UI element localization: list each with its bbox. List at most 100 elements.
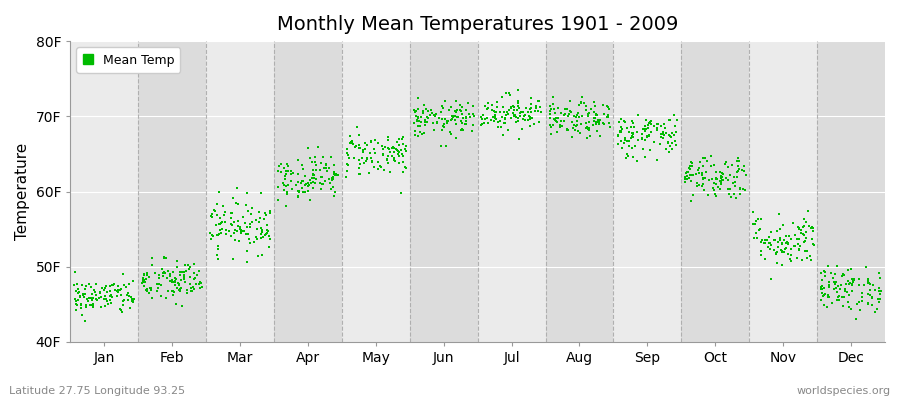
Point: [556, 112, 571, 118]
Point: [832, 294, 846, 300]
Point: [454, 127, 469, 134]
Point: [215, 226, 230, 232]
Point: [312, 180, 327, 186]
Point: [518, 112, 532, 118]
Point: [294, 162, 309, 168]
Point: [679, 170, 693, 177]
Point: [455, 115, 470, 121]
Point: [659, 130, 673, 136]
Point: [523, 122, 537, 129]
Point: [279, 203, 293, 210]
Point: [306, 171, 320, 178]
Point: [174, 285, 188, 292]
Point: [798, 238, 813, 244]
Point: [662, 149, 676, 156]
Point: [860, 291, 875, 298]
Point: [530, 98, 544, 105]
Point: [775, 239, 789, 246]
Point: [863, 281, 878, 288]
Point: [185, 284, 200, 290]
Point: [821, 292, 835, 298]
Point: [292, 194, 306, 200]
Point: [210, 201, 224, 207]
Point: [692, 164, 706, 171]
Point: [620, 138, 634, 144]
Point: [615, 126, 629, 132]
Point: [697, 187, 711, 193]
Point: [873, 291, 887, 298]
Point: [70, 289, 85, 296]
Point: [168, 301, 183, 307]
Point: [619, 155, 634, 161]
Bar: [342, 41, 410, 342]
Point: [681, 175, 696, 181]
Point: [257, 210, 272, 216]
Point: [480, 106, 494, 112]
Point: [76, 291, 90, 298]
Point: [814, 297, 828, 303]
Point: [418, 119, 433, 126]
Point: [792, 246, 806, 253]
Point: [718, 174, 733, 181]
Point: [444, 131, 458, 138]
Point: [796, 239, 811, 246]
Point: [792, 243, 806, 249]
Point: [457, 121, 472, 128]
Point: [638, 122, 652, 129]
Point: [177, 278, 192, 285]
Point: [753, 226, 768, 232]
Point: [705, 176, 719, 182]
Point: [270, 168, 284, 174]
Point: [626, 130, 640, 137]
Point: [327, 169, 341, 175]
Point: [622, 138, 636, 144]
Point: [391, 148, 405, 154]
Point: [642, 132, 656, 138]
Point: [507, 104, 521, 110]
Point: [502, 90, 517, 97]
Point: [535, 109, 549, 116]
Bar: [614, 41, 681, 342]
Point: [396, 153, 410, 160]
Point: [325, 175, 339, 181]
Point: [764, 276, 778, 282]
Point: [794, 230, 808, 236]
Point: [465, 128, 480, 134]
Point: [292, 188, 307, 195]
Point: [634, 130, 649, 137]
Point: [327, 192, 341, 199]
Point: [862, 280, 877, 287]
Point: [678, 179, 692, 185]
Point: [360, 142, 374, 148]
Point: [474, 114, 489, 120]
Point: [418, 119, 433, 126]
Point: [461, 100, 475, 106]
Point: [241, 230, 256, 237]
Point: [139, 287, 153, 294]
Point: [724, 194, 738, 200]
Point: [422, 112, 436, 118]
Point: [726, 180, 741, 187]
Point: [564, 109, 579, 116]
Point: [396, 153, 410, 159]
Point: [376, 167, 391, 173]
Point: [709, 193, 724, 200]
Point: [387, 148, 401, 155]
Point: [183, 264, 197, 270]
Point: [546, 122, 561, 128]
Point: [680, 168, 695, 175]
Point: [684, 163, 698, 170]
Point: [634, 135, 649, 141]
Point: [426, 120, 440, 126]
Point: [587, 99, 601, 105]
Point: [597, 121, 611, 127]
Point: [868, 308, 883, 315]
Point: [611, 132, 625, 139]
Point: [241, 236, 256, 242]
Point: [280, 191, 294, 197]
Point: [78, 303, 93, 310]
Point: [104, 300, 118, 306]
Point: [194, 284, 209, 290]
Point: [94, 294, 109, 300]
Point: [223, 215, 238, 222]
